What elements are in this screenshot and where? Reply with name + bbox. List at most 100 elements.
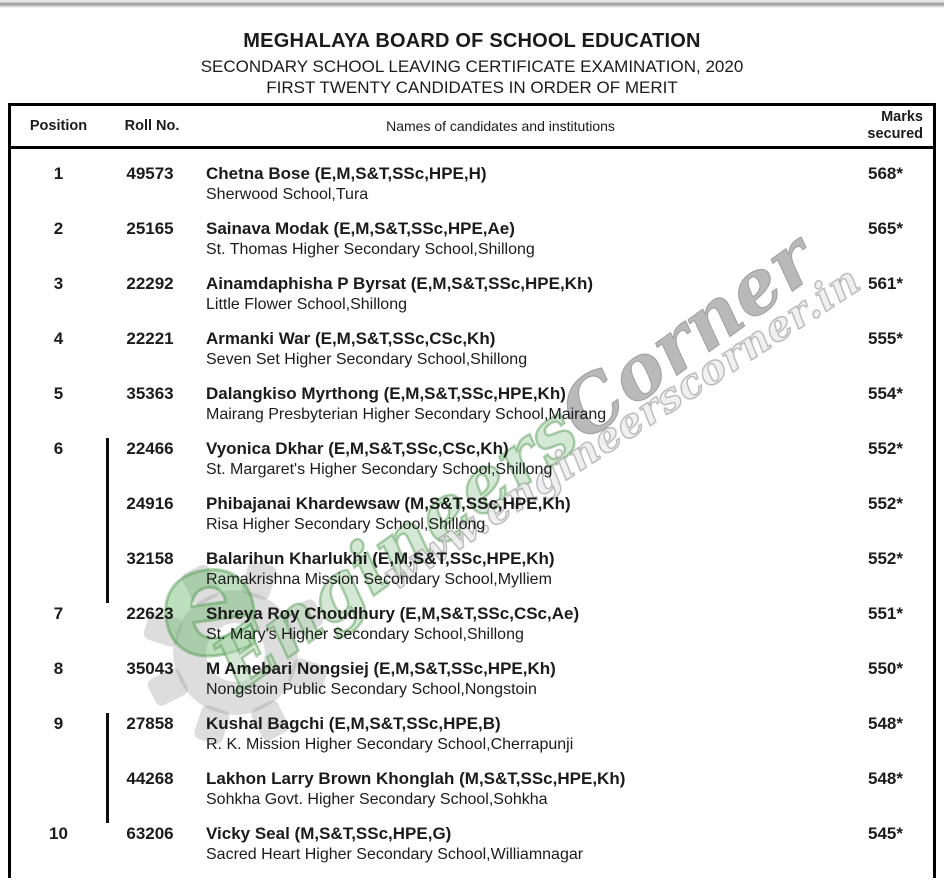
candidate-name-cell: Lakhon Larry Brown Khonglah (M,S&T,SSc,H… [191,768,763,810]
candidate-name: Balarihun Kharlukhi (E,M,S&T,SSc,HPE,Kh) [206,549,555,568]
candidate-school: Seven Set Higher Secondary School,Shillo… [206,351,528,368]
candidate-name-cell: Sainava Modak (E,M,S&T,SSc,HPE,Ae) St. T… [191,218,763,260]
candidate-name: Sainava Modak (E,M,S&T,SSc,HPE,Ae) [206,219,515,238]
candidate-name-cell: Chetna Bose (E,M,S&T,SSc,HPE,H) Sherwood… [191,163,763,205]
candidate-row: 22292 Ainamdaphisha P Byrsat (E,M,S&T,SS… [109,273,933,328]
merit-table: Position Roll No. Names of candidates an… [8,103,936,878]
marks-secured: 550* [868,659,903,678]
position-number: 5 [53,384,64,403]
merit-group: 9 27858 Kushal Bagchi (E,M,S&T,SSc,HPE,B… [11,713,933,823]
exam-subtitle: SECONDARY SCHOOL LEAVING CERTIFICATE EXA… [200,57,744,76]
candidate-school: St. Mary's Higher Secondary School,Shill… [206,626,524,643]
candidate-name: Vyonica Dkhar (E,M,S&T,SSc,CSc,Kh) [206,439,509,458]
names-column-header: Names of candidates and institutions [386,118,615,134]
marks-secured: 568* [868,164,903,183]
candidate-name-cell: Balarihun Kharlukhi (E,M,S&T,SSc,HPE,Kh)… [191,548,763,590]
candidate-school: Nongstoin Public Secondary School,Nongst… [206,681,537,698]
candidate-row: 22466 Vyonica Dkhar (E,M,S&T,SSc,CSc,Kh)… [109,438,933,493]
tie-bracket-group: 22466 Vyonica Dkhar (E,M,S&T,SSc,CSc,Kh)… [106,438,933,603]
candidate-row: 24916 Phibajanai Khardewsaw (M,S&T,SSc,H… [109,493,933,548]
position-number: 7 [53,604,64,623]
roll-number: 24916 [126,494,174,513]
candidate-school: Sohkha Govt. Higher Secondary School,Soh… [206,791,548,808]
position-number: 8 [53,659,64,678]
marks-secured: 554* [868,384,903,403]
marks-secured: 552* [868,494,903,513]
candidate-school: R. K. Mission Higher Secondary School,Ch… [206,736,574,753]
position-number: 10 [49,824,68,843]
marks-secured: 561* [868,274,903,293]
window-top-edge [0,0,944,8]
document-header: MEGHALAYA BOARD OF SCHOOL EDUCATION SECO… [0,8,944,98]
tie-bracket-group: 22292 Ainamdaphisha P Byrsat (E,M,S&T,SS… [106,273,933,328]
roll-number: 22292 [126,274,174,293]
roll-column-header: Roll No. [124,118,180,134]
marks-secured: 548* [868,769,903,788]
merit-table-body: 1 49573 Chetna Bose (E,M,S&T,SSc,HPE,H) … [11,149,933,878]
position-number: 4 [53,329,64,348]
candidate-row: 22623 Shreya Roy Choudhury (E,M,S&T,SSc,… [109,603,933,658]
candidate-row: 27858 Kushal Bagchi (E,M,S&T,SSc,HPE,B) … [109,713,933,768]
roll-number: 63206 [126,824,174,843]
position-number: 6 [53,439,64,458]
position-number: 1 [53,164,64,183]
candidate-school: Risa Higher Secondary School,Shillong [206,516,486,533]
roll-number: 35043 [126,659,174,678]
tie-bracket-group: 49573 Chetna Bose (E,M,S&T,SSc,HPE,H) Sh… [106,163,933,218]
candidate-school: Ramakrishna Mission Secondary School,Myl… [206,571,552,588]
roll-number: 27858 [126,714,174,733]
candidate-school: St. Margaret's Higher Secondary School,S… [206,461,553,478]
position-number: 2 [53,219,64,238]
marks-secured: 552* [868,549,903,568]
marks-secured: 545* [868,824,903,843]
position-column-header: Position [29,118,88,134]
roll-number: 22623 [126,604,174,623]
candidate-name: Armanki War (E,M,S&T,SSc,CSc,Kh) [206,329,496,348]
candidate-name: Vicky Seal (M,S&T,SSc,HPE,G) [206,824,452,843]
tie-bracket-group: 27858 Kushal Bagchi (E,M,S&T,SSc,HPE,B) … [106,713,933,823]
candidate-row: 49573 Chetna Bose (E,M,S&T,SSc,HPE,H) Sh… [109,163,933,218]
merit-group: 3 22292 Ainamdaphisha P Byrsat (E,M,S&T,… [11,273,933,328]
merit-group: 8 35043 M Amebari Nongsiej (E,M,S&T,SSc,… [11,658,933,713]
board-title: MEGHALAYA BOARD OF SCHOOL EDUCATION [243,30,701,52]
candidate-name-cell: Shreya Roy Choudhury (E,M,S&T,SSc,CSc,Ae… [191,603,763,645]
candidate-school: Sacred Heart Higher Secondary School,Wil… [206,846,584,863]
merit-subtitle: FIRST TWENTY CANDIDATES IN ORDER OF MERI… [266,78,678,97]
tie-bracket-group: 22623 Shreya Roy Choudhury (E,M,S&T,SSc,… [106,603,933,658]
merit-group: 2 25165 Sainava Modak (E,M,S&T,SSc,HPE,A… [11,218,933,273]
candidate-name: Dalangkiso Myrthong (E,M,S&T,SSc,HPE,Kh) [206,384,566,403]
tie-bracket-group: 63206 Vicky Seal (M,S&T,SSc,HPE,G) Sacre… [106,823,933,878]
candidate-row: 22221 Armanki War (E,M,S&T,SSc,CSc,Kh) S… [109,328,933,383]
merit-group: 5 35363 Dalangkiso Myrthong (E,M,S&T,SSc… [11,383,933,438]
marks-secured: 551* [868,604,903,623]
candidate-name-cell: M Amebari Nongsiej (E,M,S&T,SSc,HPE,Kh) … [191,658,763,700]
roll-number: 44268 [126,769,174,788]
merit-group: 10 63206 Vicky Seal (M,S&T,SSc,HPE,G) Sa… [11,823,933,878]
tie-bracket-group: 25165 Sainava Modak (E,M,S&T,SSc,HPE,Ae)… [106,218,933,273]
merit-group: 6 22466 Vyonica Dkhar (E,M,S&T,SSc,CSc,K… [11,438,933,603]
roll-number: 22221 [126,329,174,348]
candidate-school: St. Thomas Higher Secondary School,Shill… [206,241,535,258]
candidate-name: Chetna Bose (E,M,S&T,SSc,HPE,H) [206,164,487,183]
candidate-row: 35363 Dalangkiso Myrthong (E,M,S&T,SSc,H… [109,383,933,438]
candidate-row: 35043 M Amebari Nongsiej (E,M,S&T,SSc,HP… [109,658,933,713]
table-header-row: Position Roll No. Names of candidates an… [11,106,933,149]
merit-group: 7 22623 Shreya Roy Choudhury (E,M,S&T,SS… [11,603,933,658]
candidate-name-cell: Vyonica Dkhar (E,M,S&T,SSc,CSc,Kh) St. M… [191,438,763,480]
marks-secured: 555* [868,329,903,348]
candidate-name-cell: Vicky Seal (M,S&T,SSc,HPE,G) Sacred Hear… [191,823,763,865]
candidate-row: 32158 Balarihun Kharlukhi (E,M,S&T,SSc,H… [109,548,933,603]
candidate-name-cell: Kushal Bagchi (E,M,S&T,SSc,HPE,B) R. K. … [191,713,763,755]
candidate-school: Sherwood School,Tura [206,186,369,203]
candidate-name: Kushal Bagchi (E,M,S&T,SSc,HPE,B) [206,714,501,733]
candidate-row: 44268 Lakhon Larry Brown Khonglah (M,S&T… [109,768,933,823]
roll-number: 22466 [126,439,174,458]
candidate-name-cell: Armanki War (E,M,S&T,SSc,CSc,Kh) Seven S… [191,328,763,370]
marks-column-header: Marks secured [867,109,923,142]
candidate-name: Shreya Roy Choudhury (E,M,S&T,SSc,CSc,Ae… [206,604,580,623]
candidate-row: 25165 Sainava Modak (E,M,S&T,SSc,HPE,Ae)… [109,218,933,273]
candidate-name-cell: Dalangkiso Myrthong (E,M,S&T,SSc,HPE,Kh)… [191,383,763,425]
candidate-school: Mairang Presbyterian Higher Secondary Sc… [206,406,607,423]
roll-number: 32158 [126,549,174,568]
